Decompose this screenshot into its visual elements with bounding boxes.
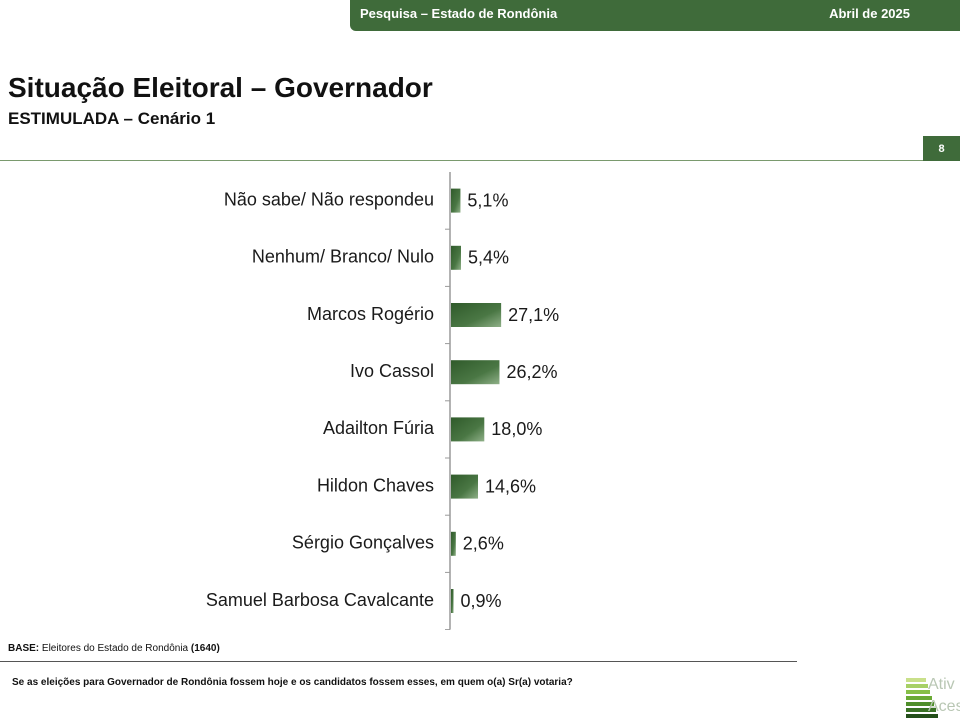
bar-chart: Não sabe/ Não respondeu 5,1% Nenhum/ Branc… — [206, 172, 559, 630]
data-label: 18,0% — [491, 419, 542, 439]
bar — [451, 188, 461, 213]
category-label: Não sabe/ Não respondeu — [224, 189, 434, 209]
data-label: 0,9% — [461, 591, 502, 611]
survey-date: Abril de 2025 — [829, 6, 910, 21]
header-divider — [0, 160, 925, 161]
category-label: Hildon Chaves — [317, 475, 434, 495]
category-label: Ivo Cassol — [350, 361, 434, 381]
data-label: 2,6% — [463, 534, 504, 554]
page-subtitle: ESTIMULADA – Cenário 1 — [8, 109, 216, 128]
data-label: 26,2% — [506, 362, 557, 382]
base-count: (1640) — [190, 643, 220, 654]
category-label: Sérgio Gonçalves — [292, 533, 434, 553]
data-label: 5,4% — [468, 248, 509, 268]
category-label: Samuel Barbosa Cavalcante — [206, 590, 434, 610]
data-label: 14,6% — [485, 476, 536, 496]
survey-title: Pesquisa – Estado de Rondônia — [360, 6, 558, 21]
logo-text-2: Aces — [928, 698, 960, 715]
category-label: Marcos Rogério — [307, 304, 434, 324]
footer-divider — [0, 661, 797, 662]
base-label: BASE: — [8, 643, 40, 654]
bar — [451, 417, 485, 442]
bar — [451, 531, 456, 556]
logo-text-1: Ativ — [928, 676, 955, 693]
bar — [451, 589, 454, 613]
company-logo: Ativ Aces — [906, 676, 960, 722]
base-text: Eleitores do Estado de Rondônia — [41, 643, 189, 654]
bar — [451, 303, 502, 327]
header-bar: Pesquisa – Estado de Rondônia Abril de 2… — [350, 0, 960, 31]
page-number-badge: 8 — [923, 136, 960, 161]
bar — [451, 360, 500, 385]
base-note: BASE: Eleitores do Estado de Rondônia (1… — [8, 643, 220, 654]
bar — [451, 245, 461, 270]
data-label: 5,1% — [467, 190, 508, 210]
survey-question: Se as eleições para Governador de Rondôn… — [12, 677, 573, 688]
category-label: Adailton Fúria — [323, 418, 435, 438]
category-label: Nenhum/ Branco/ Nulo — [252, 247, 434, 267]
page-title: Situação Eleitoral – Governador — [8, 72, 433, 103]
data-label: 27,1% — [508, 305, 559, 325]
bar — [451, 474, 479, 499]
